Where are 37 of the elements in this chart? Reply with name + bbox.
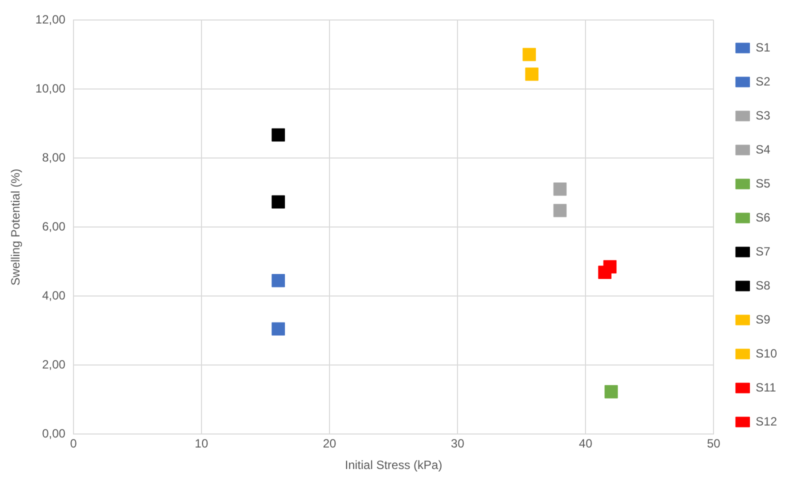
legend-label: S6 (756, 210, 771, 224)
point (553, 204, 567, 218)
point (553, 182, 567, 196)
legend-label: S9 (756, 312, 771, 326)
point (272, 195, 285, 209)
point (522, 48, 536, 62)
x-axis-title: Initial Stress (kPa) (344, 458, 442, 472)
point (603, 260, 617, 274)
legend-label: S11 (756, 380, 776, 394)
point (272, 274, 285, 288)
y-tick-label: 6,00 (42, 219, 66, 234)
x-tick-label: 20 (322, 436, 337, 451)
point (272, 322, 285, 336)
y-tick-label: 8,00 (42, 150, 66, 164)
y-tick-label: 4,00 (42, 288, 66, 302)
y-axis-title: Swelling Potential (%) (8, 168, 23, 286)
legend-label: S8 (756, 278, 771, 292)
legend-label: S3 (756, 108, 771, 122)
x-tick-label: 30 (450, 436, 465, 451)
x-tick-label: 10 (194, 436, 208, 451)
y-tick-label: 0,00 (42, 426, 66, 441)
legend-label: S5 (756, 176, 771, 190)
x-tick-label: 40 (578, 436, 593, 451)
y-tick-label: 10,00 (35, 81, 66, 96)
point (272, 128, 285, 142)
legend-label: S10 (756, 346, 778, 360)
y-tick-label: 12,00 (35, 12, 66, 26)
legend-label: S4 (756, 142, 771, 156)
x-tick-label: 0 (70, 436, 78, 451)
legend-label: S12 (756, 414, 778, 428)
point (604, 385, 618, 398)
x-tick-label: 50 (706, 436, 721, 451)
y-tick-label: 2,00 (42, 357, 66, 372)
point (525, 68, 538, 81)
legend-label: S1 (756, 40, 771, 54)
legend-label: S7 (756, 244, 771, 258)
legend-label: S2 (756, 74, 771, 88)
